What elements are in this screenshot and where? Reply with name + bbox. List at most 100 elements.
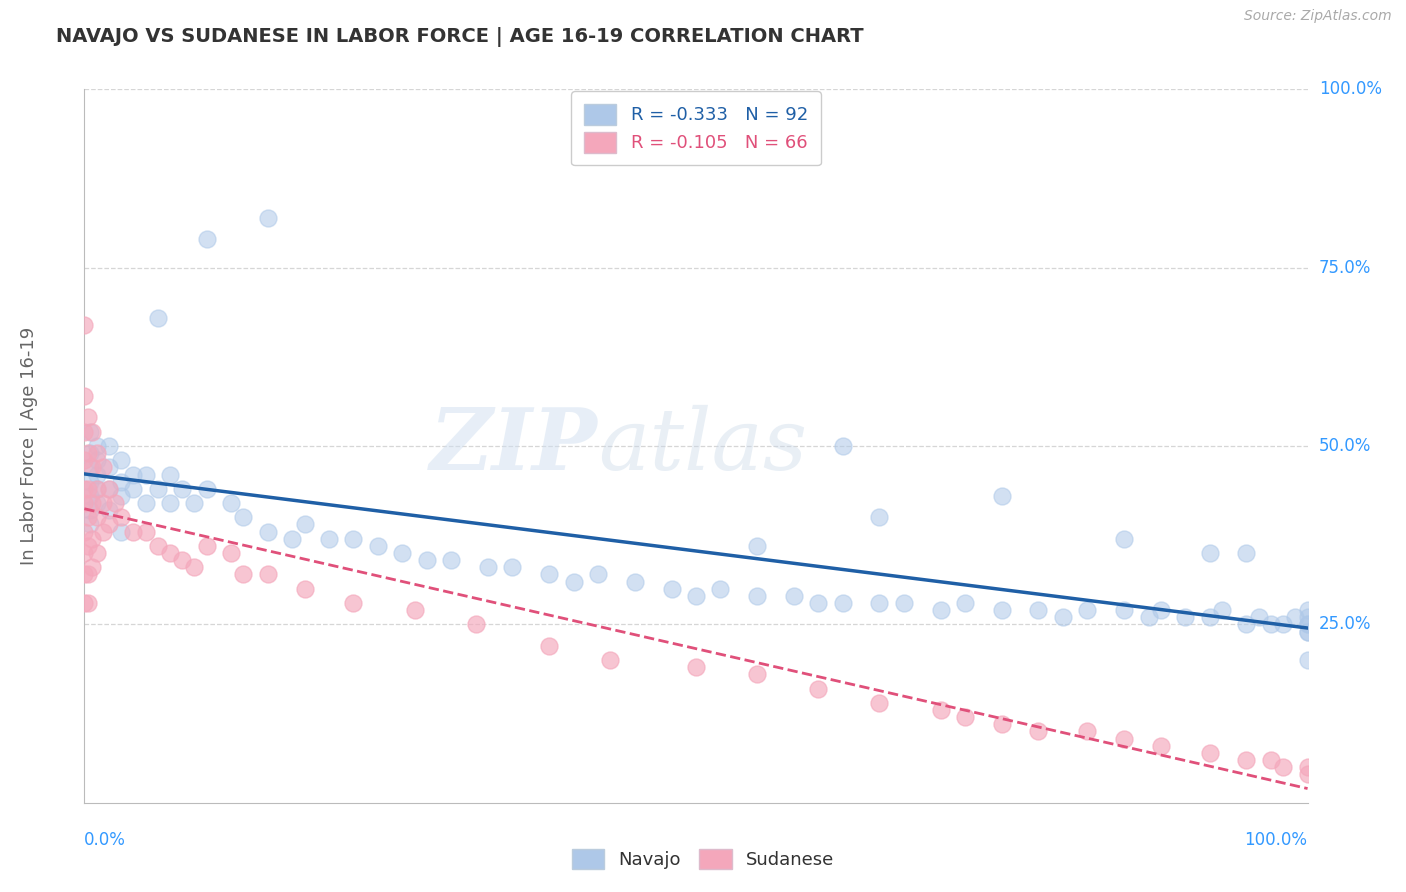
Point [110, 453, 132, 467]
Point [86, 467, 108, 482]
Point [1234, 546, 1257, 560]
Point [1137, 610, 1160, 624]
Point [807, 596, 830, 610]
Point [893, 596, 915, 610]
Point [1114, 532, 1136, 546]
Point [1260, 617, 1282, 632]
Text: 25.0%: 25.0% [1319, 615, 1371, 633]
Point [172, 482, 194, 496]
Point [159, 467, 181, 482]
Point [1198, 610, 1220, 624]
Point [831, 439, 853, 453]
Point [79, 503, 101, 517]
Point [77, 410, 100, 425]
Point [1296, 760, 1319, 774]
Point [929, 603, 952, 617]
Point [281, 532, 304, 546]
Point [1028, 724, 1050, 739]
Point [146, 482, 169, 496]
Point [77, 596, 100, 610]
Point [1247, 610, 1270, 624]
Point [1028, 603, 1050, 617]
Point [685, 660, 707, 674]
Point [1296, 603, 1319, 617]
Point [1114, 731, 1136, 746]
Point [990, 489, 1012, 503]
Point [477, 560, 499, 574]
Point [86, 496, 108, 510]
Text: ZIP: ZIP [430, 404, 598, 488]
Point [73, 425, 96, 439]
Point [599, 653, 621, 667]
Point [562, 574, 585, 589]
Text: 75.0%: 75.0% [1319, 259, 1371, 277]
Point [172, 553, 194, 567]
Point [159, 496, 181, 510]
Point [1296, 653, 1319, 667]
Text: In Labor Force | Age 16-19: In Labor Force | Age 16-19 [20, 326, 38, 566]
Point [79, 460, 101, 475]
Point [869, 510, 891, 524]
Point [80, 496, 103, 510]
Text: 0.0%: 0.0% [84, 831, 127, 849]
Point [1198, 546, 1220, 560]
Point [135, 496, 157, 510]
Point [1198, 746, 1220, 760]
Point [77, 567, 100, 582]
Point [929, 703, 952, 717]
Point [110, 475, 132, 489]
Point [195, 232, 218, 246]
Point [146, 310, 169, 325]
Point [709, 582, 731, 596]
Point [195, 539, 218, 553]
Point [1296, 624, 1319, 639]
Point [501, 560, 523, 574]
Point [807, 681, 830, 696]
Point [342, 532, 364, 546]
Point [79, 475, 101, 489]
Point [86, 482, 108, 496]
Point [110, 524, 132, 539]
Point [183, 496, 205, 510]
Point [257, 211, 280, 225]
Point [135, 524, 157, 539]
Point [747, 539, 769, 553]
Point [1052, 610, 1074, 624]
Point [1296, 617, 1319, 632]
Point [538, 567, 561, 582]
Text: NAVAJO VS SUDANESE IN LABOR FORCE | AGE 16-19 CORRELATION CHART: NAVAJO VS SUDANESE IN LABOR FORCE | AGE … [56, 27, 863, 46]
Point [391, 546, 413, 560]
Point [232, 567, 254, 582]
Legend: R = -0.333   N = 92, R = -0.105   N = 66: R = -0.333 N = 92, R = -0.105 N = 66 [571, 91, 821, 165]
Text: 100.0%: 100.0% [1244, 831, 1308, 849]
Point [97, 517, 120, 532]
Point [685, 589, 707, 603]
Point [1234, 753, 1257, 767]
Point [97, 482, 120, 496]
Point [159, 546, 181, 560]
Point [195, 482, 218, 496]
Point [232, 510, 254, 524]
Point [1076, 724, 1098, 739]
Point [110, 489, 132, 503]
Point [183, 560, 205, 574]
Point [73, 453, 96, 467]
Point [1296, 767, 1319, 781]
Point [97, 482, 120, 496]
Point [990, 603, 1012, 617]
Point [80, 560, 103, 574]
Point [1260, 753, 1282, 767]
Point [77, 510, 100, 524]
Point [122, 524, 145, 539]
Point [79, 517, 101, 532]
Point [1150, 739, 1173, 753]
Point [73, 482, 96, 496]
Point [80, 532, 103, 546]
Point [661, 582, 683, 596]
Point [91, 496, 114, 510]
Point [73, 496, 96, 510]
Point [86, 439, 108, 453]
Point [1211, 603, 1233, 617]
Point [869, 596, 891, 610]
Point [404, 603, 426, 617]
